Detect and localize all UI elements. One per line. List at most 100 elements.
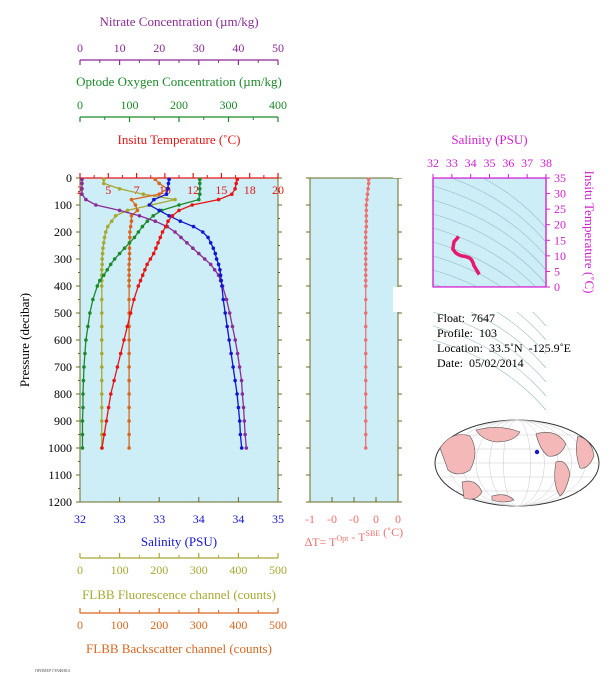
- oxygen-data-point: [83, 351, 87, 356]
- fluorescence-data-point: [99, 405, 104, 410]
- temperature-data-point: [122, 338, 126, 342]
- delta-t-data-point: [363, 235, 368, 240]
- backscatter-data-point: [127, 419, 131, 423]
- delta-t-data-point: [365, 192, 370, 196]
- temperature-tick-label: 15: [215, 183, 227, 197]
- temperature-data-point: [164, 224, 168, 229]
- fluorescence-data-point: [99, 392, 104, 396]
- nitrate-tick-label: 40: [232, 41, 244, 55]
- footer-caption: ПРИМЕР ГРАФИКА: [35, 668, 71, 673]
- ts-salinity-tick-label: 36: [502, 156, 514, 170]
- nitrate-data-point: [80, 192, 84, 196]
- temperature-tick-label: 18: [244, 183, 256, 197]
- ts-density-contour: [432, 311, 547, 383]
- temperature-data-point: [148, 257, 153, 261]
- salinity-data-point: [237, 419, 242, 423]
- delta-t-data-point: [363, 284, 368, 288]
- ts-salinity-tick-label: 37: [521, 156, 533, 170]
- fluorescence-data-point: [141, 192, 146, 196]
- backscatter-data-point: [127, 278, 131, 283]
- temperature-tick-label: 7: [134, 183, 140, 197]
- temperature-tick-label: 12: [187, 183, 199, 197]
- nitrate-data-point: [117, 208, 122, 213]
- fluorescence-data-point: [99, 297, 104, 302]
- pressure-tick-label: 1000: [48, 441, 72, 455]
- backscatter-data-point: [128, 224, 133, 229]
- backscatter-tick-label: 500: [269, 618, 287, 632]
- delta-t-data-point: [363, 419, 368, 423]
- nitrate-data-point: [230, 324, 235, 329]
- fluorescence-tick-label: 0: [77, 563, 83, 577]
- oxygen-data-point: [197, 181, 202, 186]
- delta-t-data-point: [363, 392, 368, 396]
- delta-t-tick-label: -0: [327, 512, 337, 526]
- pressure-tick-label: 100: [54, 198, 72, 212]
- pressure-tick-label: 500: [54, 306, 72, 320]
- delta-t-data-point: [363, 278, 368, 283]
- ts-salinity-tick-label: 34: [465, 156, 477, 170]
- temperature-data-point: [190, 203, 194, 207]
- delta-t-tick-label: 0: [395, 512, 401, 526]
- salinity-tick-label: 34: [232, 512, 244, 526]
- fluorescence-data-point: [173, 197, 177, 202]
- fluorescence-data-point: [100, 257, 104, 261]
- delta-t-data-point: [363, 246, 368, 250]
- oxygen-data-point: [140, 224, 145, 229]
- temperature-data-point: [104, 419, 109, 423]
- backscatter-data-point: [127, 262, 131, 267]
- temperature-data-point: [102, 432, 106, 437]
- oxygen-data-point: [112, 257, 117, 261]
- salinity-data-point: [229, 351, 233, 356]
- fluorescence-data-point: [102, 235, 107, 240]
- map-landmass: [439, 434, 476, 475]
- salinity-data-point: [227, 338, 231, 342]
- oxygen-data-point: [84, 338, 88, 342]
- delta-t-data-point: [364, 208, 369, 213]
- nitrate-tick-label: 30: [193, 41, 205, 55]
- salinity-data-point: [211, 246, 216, 250]
- oxygen-tick-label: 300: [220, 98, 238, 112]
- oxygen-tick-label: 0: [77, 98, 83, 112]
- ts-mask-top: [393, 118, 586, 178]
- ts-curve: [451, 234, 481, 276]
- float-location-marker: [534, 449, 540, 455]
- nitrate-tick-label: 20: [153, 41, 165, 55]
- fluorescence-data-point: [100, 262, 104, 267]
- nitrate-data-point: [244, 446, 249, 450]
- ts-density-contour: [432, 185, 547, 257]
- salinity-data-point: [206, 235, 210, 240]
- oxygen-data-point: [105, 268, 110, 272]
- temperature-data-point: [154, 246, 158, 250]
- temperature-data-point: [143, 268, 147, 272]
- pressure-tick-label: 900: [54, 414, 72, 428]
- salinity-tick-label: 33: [114, 512, 126, 526]
- backscatter-data-point: [127, 351, 131, 356]
- fluorescence-data-point: [99, 284, 104, 288]
- delta-t-data-point: [363, 262, 368, 267]
- temperature-data-point: [177, 208, 181, 213]
- nitrate-data-point: [153, 219, 158, 223]
- delta-t-data-point: [363, 324, 368, 329]
- nitrate-data-point: [80, 181, 84, 186]
- delta-t-data-point: [363, 432, 368, 437]
- delta-t-data-point: [366, 177, 371, 182]
- oxygen-data-point: [82, 365, 86, 369]
- temperature-data-point: [138, 278, 143, 283]
- ts-salinity-tick-label: 32: [427, 156, 439, 170]
- salinity-axis-label: Salinity (PSU): [141, 534, 217, 549]
- delta-t-data-point: [364, 203, 369, 207]
- temperature-data-point: [156, 241, 160, 245]
- backscatter-data-point: [127, 446, 131, 450]
- backscatter-data-point: [129, 219, 134, 223]
- temperature-data-point: [125, 324, 130, 329]
- oxygen-data-point: [197, 187, 202, 191]
- delta-t-data-point: [363, 268, 368, 272]
- pressure-tick-label: 600: [54, 333, 72, 347]
- salinity-data-point: [167, 214, 171, 218]
- map-landmass: [461, 480, 483, 500]
- nitrate-data-point: [179, 235, 183, 240]
- salinity-data-point: [231, 365, 235, 369]
- fluorescence-data-point: [103, 230, 108, 234]
- nitrate-tick-label: 50: [272, 41, 284, 55]
- delta-t-data-point: [363, 351, 368, 356]
